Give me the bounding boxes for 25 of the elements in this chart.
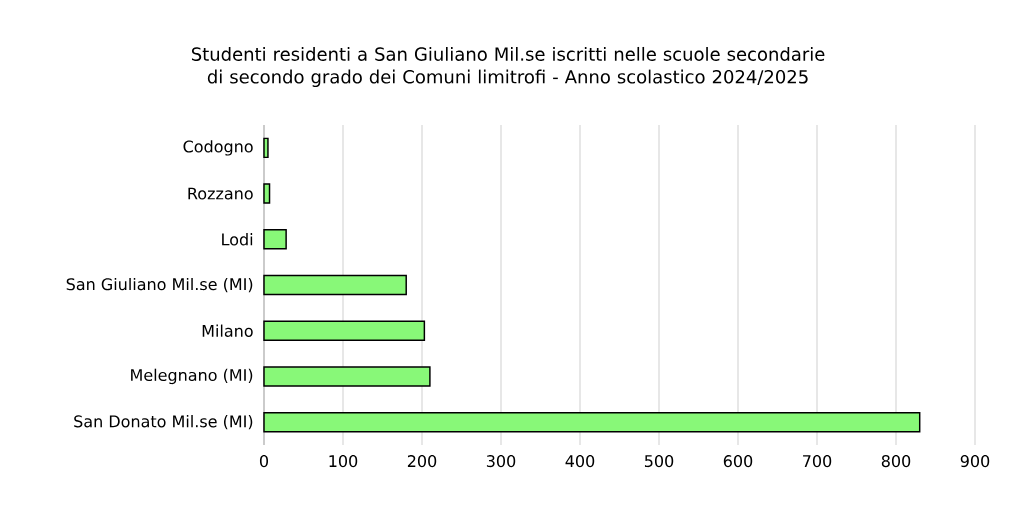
y-tick-label: Codogno <box>183 140 253 156</box>
x-tick-label: 600 <box>723 455 753 468</box>
x-tick-label: 300 <box>486 455 516 468</box>
y-tick-label: Lodi <box>222 233 253 246</box>
y-tick-label: San Donato Mil.se (MI) <box>74 415 253 430</box>
x-tick-label: 900 <box>960 455 990 468</box>
x-tick-label: 700 <box>803 455 832 468</box>
x-tick-label: 800 <box>881 455 911 468</box>
bar <box>263 229 287 250</box>
x-tick-label: 100 <box>329 455 358 468</box>
x-tick-label: 200 <box>407 455 437 468</box>
x-tick-label: 0 <box>259 455 269 468</box>
y-tick-label: Rozzano <box>188 187 253 200</box>
bar <box>263 411 921 433</box>
bar <box>263 274 407 296</box>
y-tick-label: San Giuliano Mil.se (MI) <box>66 277 253 293</box>
chart-title: Studenti residenti a San Giuliano Mil.se iscritti nelle scuole secondarie di secondo grado dei Comuni limitrofi - Anno scolastico 2024/2025 <box>191 46 825 88</box>
y-tick-label: Milano <box>202 324 253 337</box>
bar <box>263 366 431 387</box>
bar <box>263 137 269 159</box>
y-tick-label: Melegnano (MI) <box>131 368 253 385</box>
x-tick-label: 400 <box>565 455 595 468</box>
bar <box>263 183 271 204</box>
x-tick-label: 500 <box>644 455 674 468</box>
bar <box>263 320 426 341</box>
